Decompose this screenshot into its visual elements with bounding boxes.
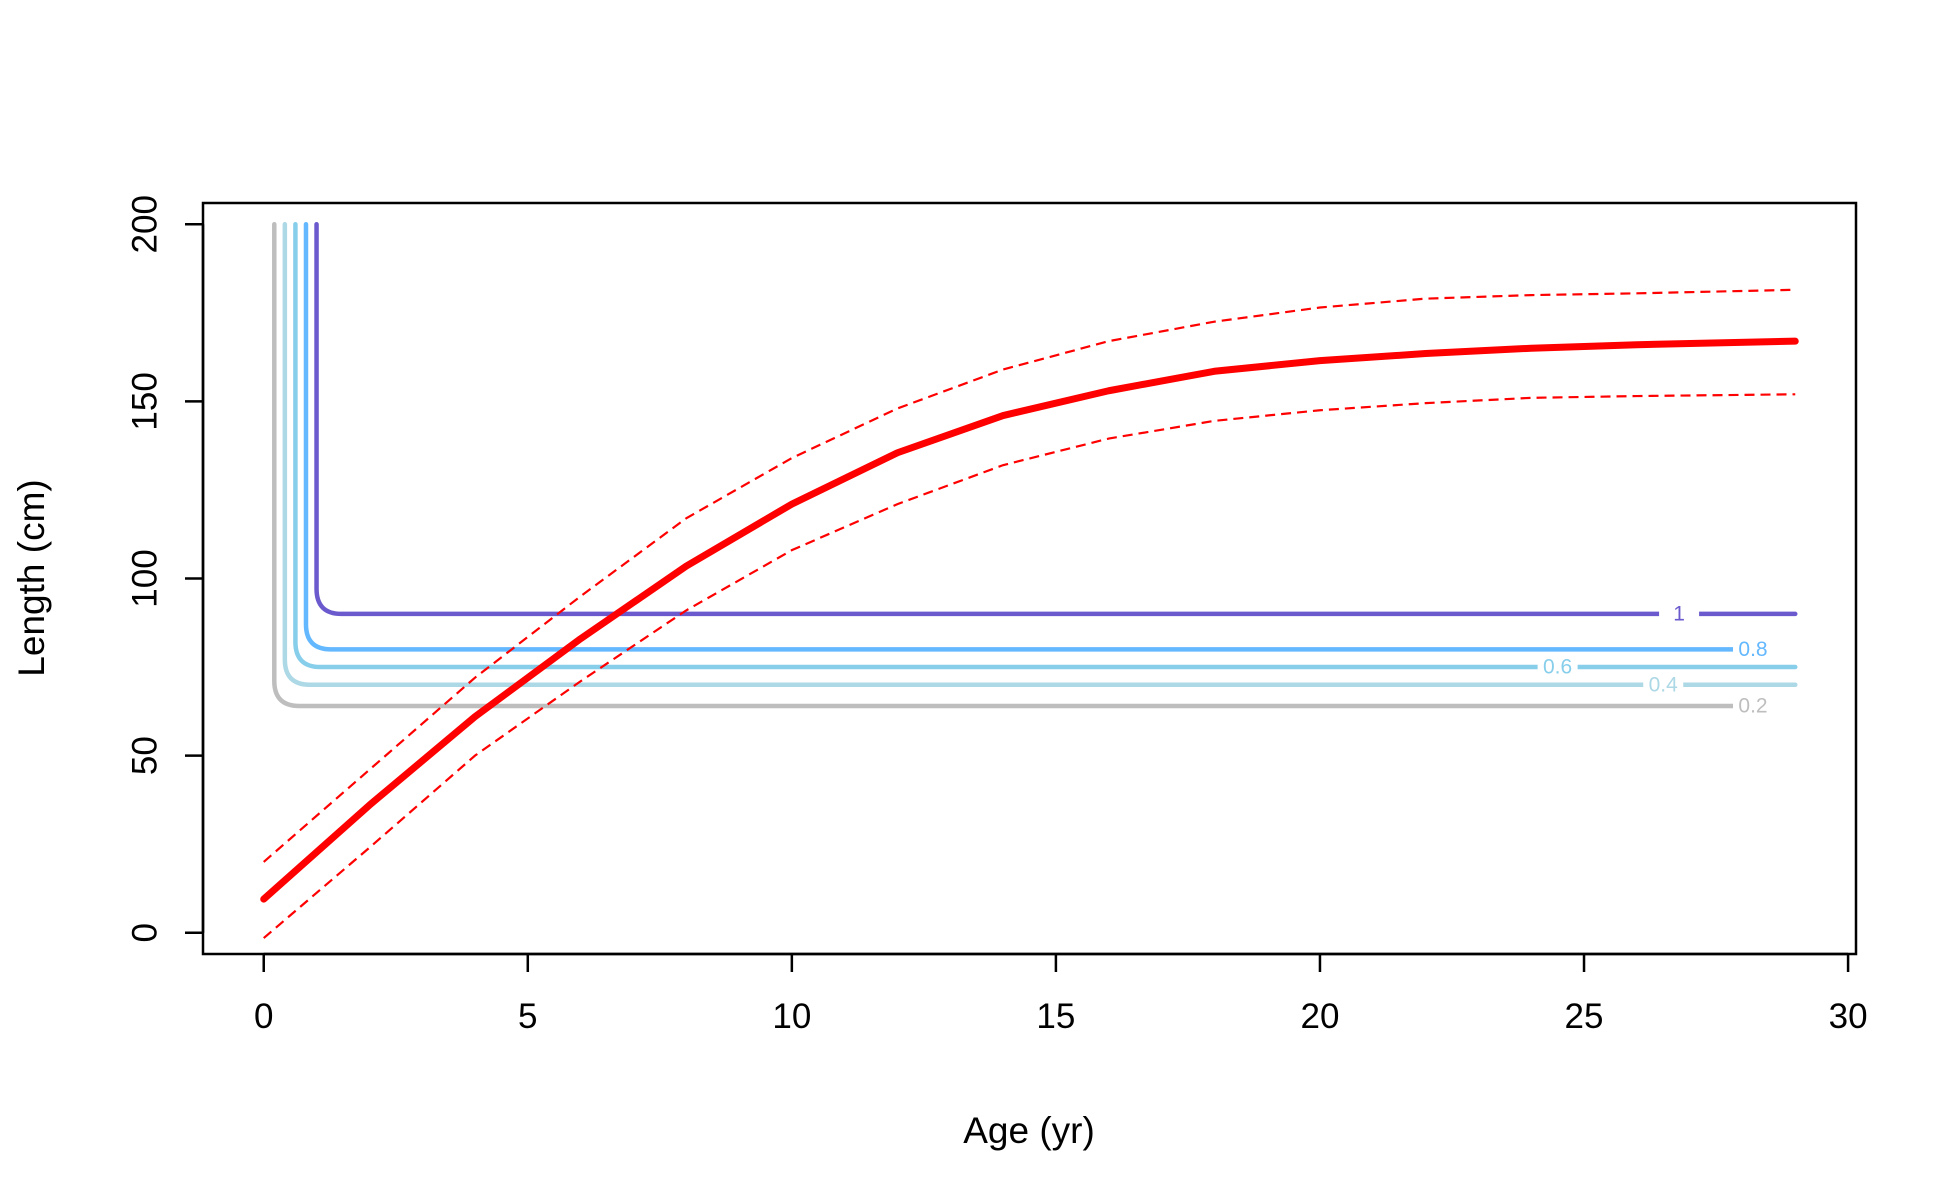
x-tick-label: 0 <box>254 997 273 1036</box>
contour-label-bg <box>1733 636 1774 663</box>
contour-label-bg <box>1643 671 1684 698</box>
y-tick-label: 200 <box>126 195 165 253</box>
growth-curve-group <box>260 288 1799 939</box>
x-tick-label: 20 <box>1300 997 1339 1036</box>
x-axis: 0 5 10 15 20 25 30 <box>254 952 1868 1036</box>
upper-bound-line <box>263 288 1796 863</box>
contour-label-bg <box>1733 693 1774 720</box>
x-tick-label: 30 <box>1829 997 1868 1036</box>
contour-label-bg <box>1537 654 1578 681</box>
contour-lines: 0.2 0.4 0.6 0.8 1 <box>272 222 1798 720</box>
y-tick-label: 100 <box>126 549 165 607</box>
contour-line-0.2 <box>272 222 1745 709</box>
x-tick-label: 10 <box>772 997 811 1036</box>
x-tick-label: 15 <box>1036 997 1075 1036</box>
y-tick-label: 50 <box>126 736 165 775</box>
contour-label-1: 1 <box>1673 602 1685 625</box>
contour-label-bg <box>1659 600 1700 627</box>
y-axis: 0 50 100 150 200 <box>126 195 205 942</box>
x-axis-title: Age (yr) <box>963 1110 1095 1151</box>
contour-label-0.2: 0.2 <box>1738 695 1767 718</box>
contour-label-0.8: 0.8 <box>1738 638 1767 661</box>
y-axis-title: Length (cm) <box>11 479 52 676</box>
x-tick-label: 25 <box>1565 997 1604 1036</box>
contour-line-0.6 <box>293 222 1798 670</box>
contour-line-0.8 <box>303 222 1745 652</box>
contour-line-1 <box>314 222 1798 617</box>
x-tick-label: 5 <box>518 997 537 1036</box>
lower-bound-line <box>263 393 1796 939</box>
growth-curve-line <box>260 337 1799 903</box>
plot-frame <box>201 201 1858 956</box>
y-tick-label: 150 <box>126 372 165 430</box>
contour-line-0.4 <box>282 222 1798 688</box>
contour-label-0.4: 0.4 <box>1649 673 1679 696</box>
y-tick-label: 0 <box>126 923 165 942</box>
contour-label-0.6: 0.6 <box>1543 656 1572 679</box>
